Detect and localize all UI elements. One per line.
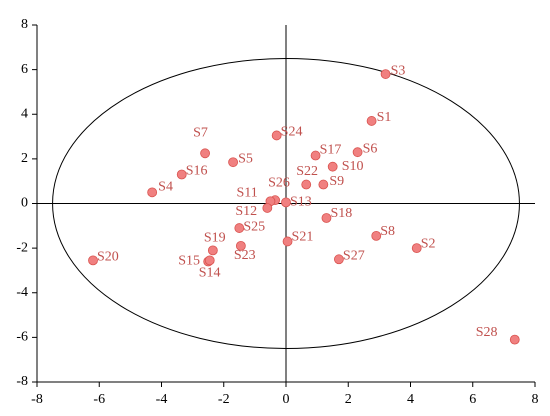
- point: [352, 147, 363, 158]
- point-label: S28: [476, 325, 498, 340]
- point: [321, 213, 332, 223]
- point: [411, 243, 422, 254]
- point: [228, 157, 238, 168]
- y-tick-label: -2: [16, 240, 28, 255]
- point-label: S17: [320, 143, 342, 158]
- point: [176, 169, 187, 180]
- point: [88, 255, 98, 266]
- point-label: S18: [330, 206, 352, 221]
- point-label: S5: [238, 151, 253, 166]
- point-label: S14: [199, 266, 221, 281]
- point-label: S19: [204, 231, 226, 246]
- x-tick-label: -6: [93, 392, 105, 407]
- point: [380, 69, 391, 79]
- x-tick-label: -4: [156, 392, 168, 407]
- point: [509, 334, 520, 345]
- point-label: S9: [329, 174, 344, 189]
- point-label: S25: [243, 219, 265, 234]
- point: [281, 197, 291, 208]
- point-label: S16: [186, 164, 208, 179]
- point: [235, 240, 246, 251]
- y-tick-label: 2: [21, 151, 28, 166]
- point-label: S7: [193, 126, 208, 141]
- x-tick-label: 4: [407, 392, 414, 407]
- y-tick-label: 6: [21, 62, 28, 77]
- point-label: S26: [268, 175, 290, 190]
- point-label: S24: [281, 125, 303, 140]
- point-label: S2: [421, 236, 436, 251]
- point-label: S12: [235, 204, 257, 219]
- y-tick-label: 8: [21, 17, 28, 32]
- point-label: S6: [363, 141, 378, 156]
- point: [334, 254, 344, 265]
- x-tick-label: -2: [218, 392, 230, 407]
- x-tick-label: 2: [345, 392, 352, 407]
- point: [301, 179, 312, 190]
- point: [371, 230, 382, 241]
- point-label: S27: [343, 249, 365, 264]
- point-label: S4: [158, 180, 173, 195]
- x-tick-label: -8: [31, 392, 43, 407]
- x-tick-label: 6: [469, 392, 476, 407]
- point-label: S11: [236, 185, 257, 200]
- y-tick-label: -8: [16, 374, 28, 389]
- point: [204, 255, 215, 266]
- point: [310, 150, 321, 161]
- x-tick-label: 8: [532, 392, 539, 407]
- y-tick-label: 4: [21, 106, 28, 121]
- point-label: S15: [178, 254, 200, 269]
- y-tick-label: -6: [16, 330, 28, 345]
- point: [207, 245, 218, 256]
- point: [282, 236, 293, 247]
- point-label: S20: [97, 250, 119, 265]
- y-tick-label: -4: [16, 285, 28, 300]
- x-tick-label: 0: [283, 392, 290, 407]
- point-label: S8: [380, 224, 395, 239]
- point-label: S23: [234, 248, 256, 263]
- point-label: S1: [377, 110, 392, 125]
- point: [262, 203, 273, 213]
- point: [200, 148, 210, 159]
- point: [234, 223, 245, 233]
- point-label: S13: [290, 195, 312, 210]
- point: [318, 179, 329, 190]
- point-label: S21: [292, 230, 314, 245]
- point-label: S10: [342, 159, 364, 174]
- point-label: S3: [391, 63, 406, 78]
- point: [271, 130, 282, 141]
- point: [366, 116, 377, 126]
- point-label: S22: [296, 164, 318, 179]
- confidence-ellipse: [52, 57, 520, 350]
- y-tick-label: 0: [21, 196, 28, 211]
- point: [327, 161, 338, 172]
- point: [147, 187, 158, 198]
